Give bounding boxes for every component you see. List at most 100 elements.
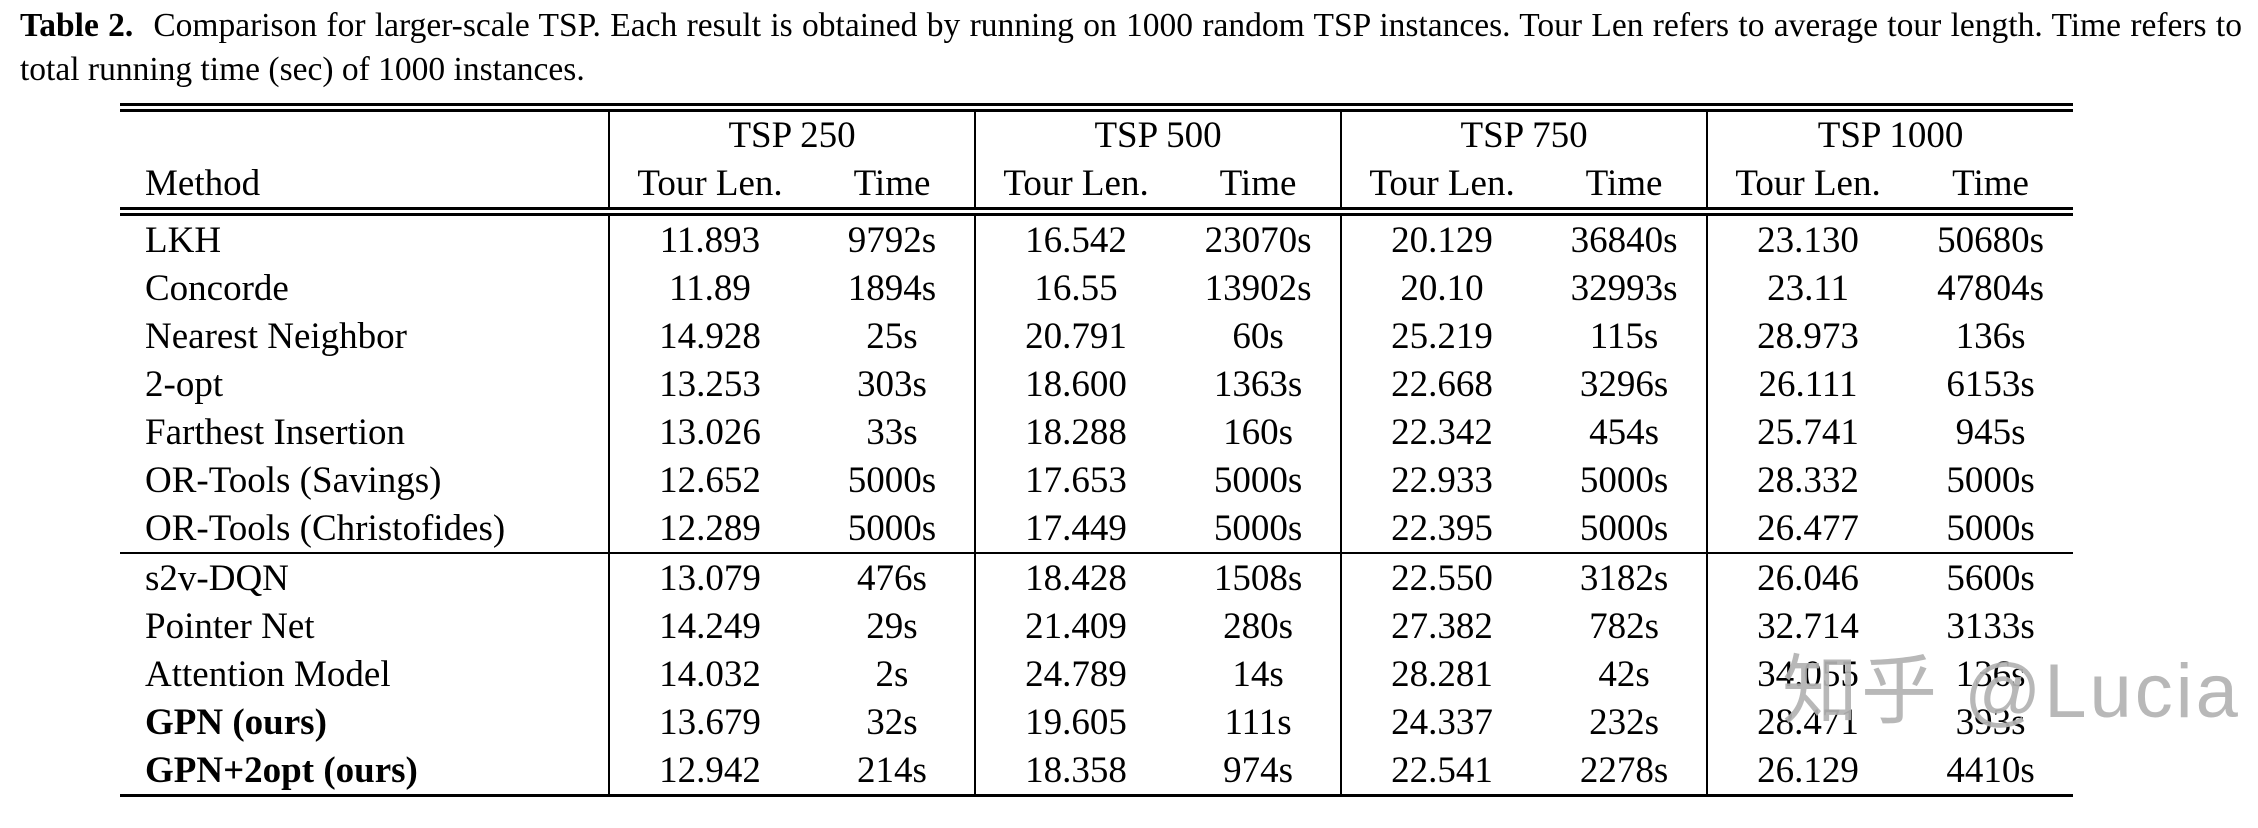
tour-len-cell: 14.928 <box>608 312 810 360</box>
time-cell: 14s <box>1232 653 1284 695</box>
tour-len-cell: 16.542 <box>974 211 1177 264</box>
tour-len-cell: 14.249 <box>608 602 810 650</box>
time-cell: 476s <box>857 557 927 599</box>
method-cell: s2v-DQN <box>145 557 289 599</box>
tour-len-cell: 18.358 <box>974 746 1177 797</box>
method-cell: Nearest Neighbor <box>145 315 407 357</box>
tour-len-cell: 13.679 <box>608 698 810 746</box>
time-header: Time <box>1176 159 1342 216</box>
tour-len-header: Tour Len. <box>608 159 810 216</box>
tour-len-cell: 13.253 <box>608 360 810 408</box>
tour-len-cell: 24.337 <box>1340 698 1543 746</box>
time-cell: 5600s <box>1946 557 2035 599</box>
time-cell: 136s <box>1955 315 2026 357</box>
time-cell: 3182s <box>1579 557 1669 599</box>
tour-len-cell: 19.605 <box>974 698 1177 746</box>
time-cell: 29s <box>866 605 918 647</box>
time-cell: 214s <box>810 746 976 797</box>
tour-len-cell: 17.449 <box>974 504 1177 554</box>
tour-len-cell: 12.652 <box>608 456 810 504</box>
tour-len-cell: 12.289 <box>608 504 810 554</box>
tour-len-cell: 22.395 <box>1340 504 1543 554</box>
group-header-tsp-1000: TSP 1000 <box>1706 107 2074 159</box>
tour-len-cell: 27.382 <box>1340 602 1543 650</box>
corner-cell <box>120 108 609 160</box>
time-cell: 5000s <box>1176 504 1342 554</box>
time-cell: 5000s <box>1908 504 2074 554</box>
tour-len-cell: 20.10 <box>1340 264 1543 312</box>
time-cell: 2278s <box>1542 746 1708 797</box>
tour-len-header: Tour Len. <box>1706 159 1909 216</box>
tour-len-cell: 26.477 <box>1706 504 1909 554</box>
time-cell: 9792s <box>847 219 937 261</box>
tour-len-cell: 13.026 <box>608 408 810 456</box>
method-cell: Attention Model <box>145 653 391 695</box>
time-cell: 33s <box>866 411 918 453</box>
classical-methods-block: LKH 11.893 9792s 16.542 23070s 20.129 36840s 23… <box>120 211 2074 554</box>
tour-len-cell: 23.130 <box>1706 211 1909 264</box>
table-row: Concorde 11.89 1894s 16.55 13902s 20.10 32993s… <box>120 264 2073 312</box>
table-row: Attention Model 14.032 2s 24.789 14s 28.281 42… <box>120 650 2073 698</box>
group-header-tsp-500: TSP 500 <box>974 107 1342 159</box>
time-cell: 974s <box>1176 746 1342 797</box>
tour-len-cell: 22.342 <box>1340 408 1543 456</box>
table-caption: Table 2. Comparison for larger-scale TSP.… <box>20 4 2242 92</box>
results-table: TSP 250 TSP 500 TSP 750 TSP 1000 Method … <box>120 103 2074 797</box>
tour-len-cell: 21.409 <box>974 602 1177 650</box>
time-header: Time <box>1542 159 1708 216</box>
time-cell: 42s <box>1598 653 1650 695</box>
tour-len-cell: 26.111 <box>1706 360 1909 408</box>
tour-len-cell: 22.668 <box>1340 360 1543 408</box>
tour-len-header: Tour Len. <box>1340 159 1543 216</box>
method-cell: 2-opt <box>145 363 224 405</box>
table-row: GPN+2opt (ours) 12.942 214s 18.358 974s 22.54… <box>120 746 2074 797</box>
time-cell: 232s <box>1589 701 1659 743</box>
tour-len-cell: 20.791 <box>974 312 1177 360</box>
table-row: OR-Tools (Savings) 12.652 5000s 17.653 5000s… <box>120 456 2073 504</box>
time-cell: 5000s <box>1946 459 2035 501</box>
group-header-tsp-750: TSP 750 <box>1340 107 1708 159</box>
learning-methods-block: s2v-DQN 13.079 476s 18.428 1508s 22.550 3182s 2… <box>120 553 2074 797</box>
time-cell: 393s <box>1955 701 2026 743</box>
tour-len-cell: 18.600 <box>974 360 1177 408</box>
caption-text: Comparison for larger-scale TSP. Each re… <box>20 7 2242 89</box>
tour-len-cell: 11.893 <box>608 211 810 264</box>
time-cell: 303s <box>857 363 927 405</box>
time-cell: 1894s <box>847 267 937 309</box>
method-cell: Concorde <box>145 267 289 309</box>
method-cell: OR-Tools (Savings) <box>145 459 442 501</box>
method-cell: GPN (ours) <box>145 701 327 743</box>
tour-len-cell: 32.714 <box>1706 602 1909 650</box>
time-cell: 1363s <box>1213 363 1303 405</box>
time-header: Time <box>1908 159 2074 216</box>
time-cell: 280s <box>1223 605 1293 647</box>
table-row: Nearest Neighbor 14.928 25s 20.791 60s 25.219… <box>120 312 2073 360</box>
time-cell: 111s <box>1224 701 1292 743</box>
tour-len-cell: 28.281 <box>1340 650 1543 698</box>
tour-len-cell: 11.89 <box>608 264 810 312</box>
time-header: Time <box>810 159 976 216</box>
time-cell: 5000s <box>1542 504 1708 554</box>
time-cell: 32s <box>866 701 918 743</box>
tour-len-cell: 28.973 <box>1706 312 1909 360</box>
tour-len-cell: 13.079 <box>608 553 810 602</box>
time-cell: 454s <box>1589 411 1659 453</box>
time-cell: 2s <box>875 653 909 695</box>
table-row: 2-opt 13.253 303s 18.600 1363s 22.668 3296s 26.… <box>120 360 2073 408</box>
tour-len-cell: 26.129 <box>1706 746 1909 797</box>
time-cell: 5000s <box>847 459 937 501</box>
time-cell: 115s <box>1589 315 1659 357</box>
group-header-row: TSP 250 TSP 500 TSP 750 TSP 1000 <box>120 107 2074 160</box>
subheader-row: Method Tour Len. Time Tour Len. Time Tou… <box>120 159 2074 216</box>
table-row: OR-Tools (Christofides) 12.289 5000s 17.449… <box>120 504 2074 554</box>
method-cell: Farthest Insertion <box>145 411 405 453</box>
time-cell: 1508s <box>1213 557 1303 599</box>
time-cell: 13902s <box>1204 267 1312 309</box>
tour-len-cell: 16.55 <box>974 264 1177 312</box>
time-cell: 945s <box>1955 411 2026 453</box>
tour-len-cell: 22.933 <box>1340 456 1543 504</box>
tour-len-cell: 23.11 <box>1706 264 1909 312</box>
tour-len-cell: 17.653 <box>974 456 1177 504</box>
table-row: s2v-DQN 13.079 476s 18.428 1508s 22.550 3182s 2… <box>120 553 2073 602</box>
tour-len-cell: 20.129 <box>1340 211 1543 264</box>
